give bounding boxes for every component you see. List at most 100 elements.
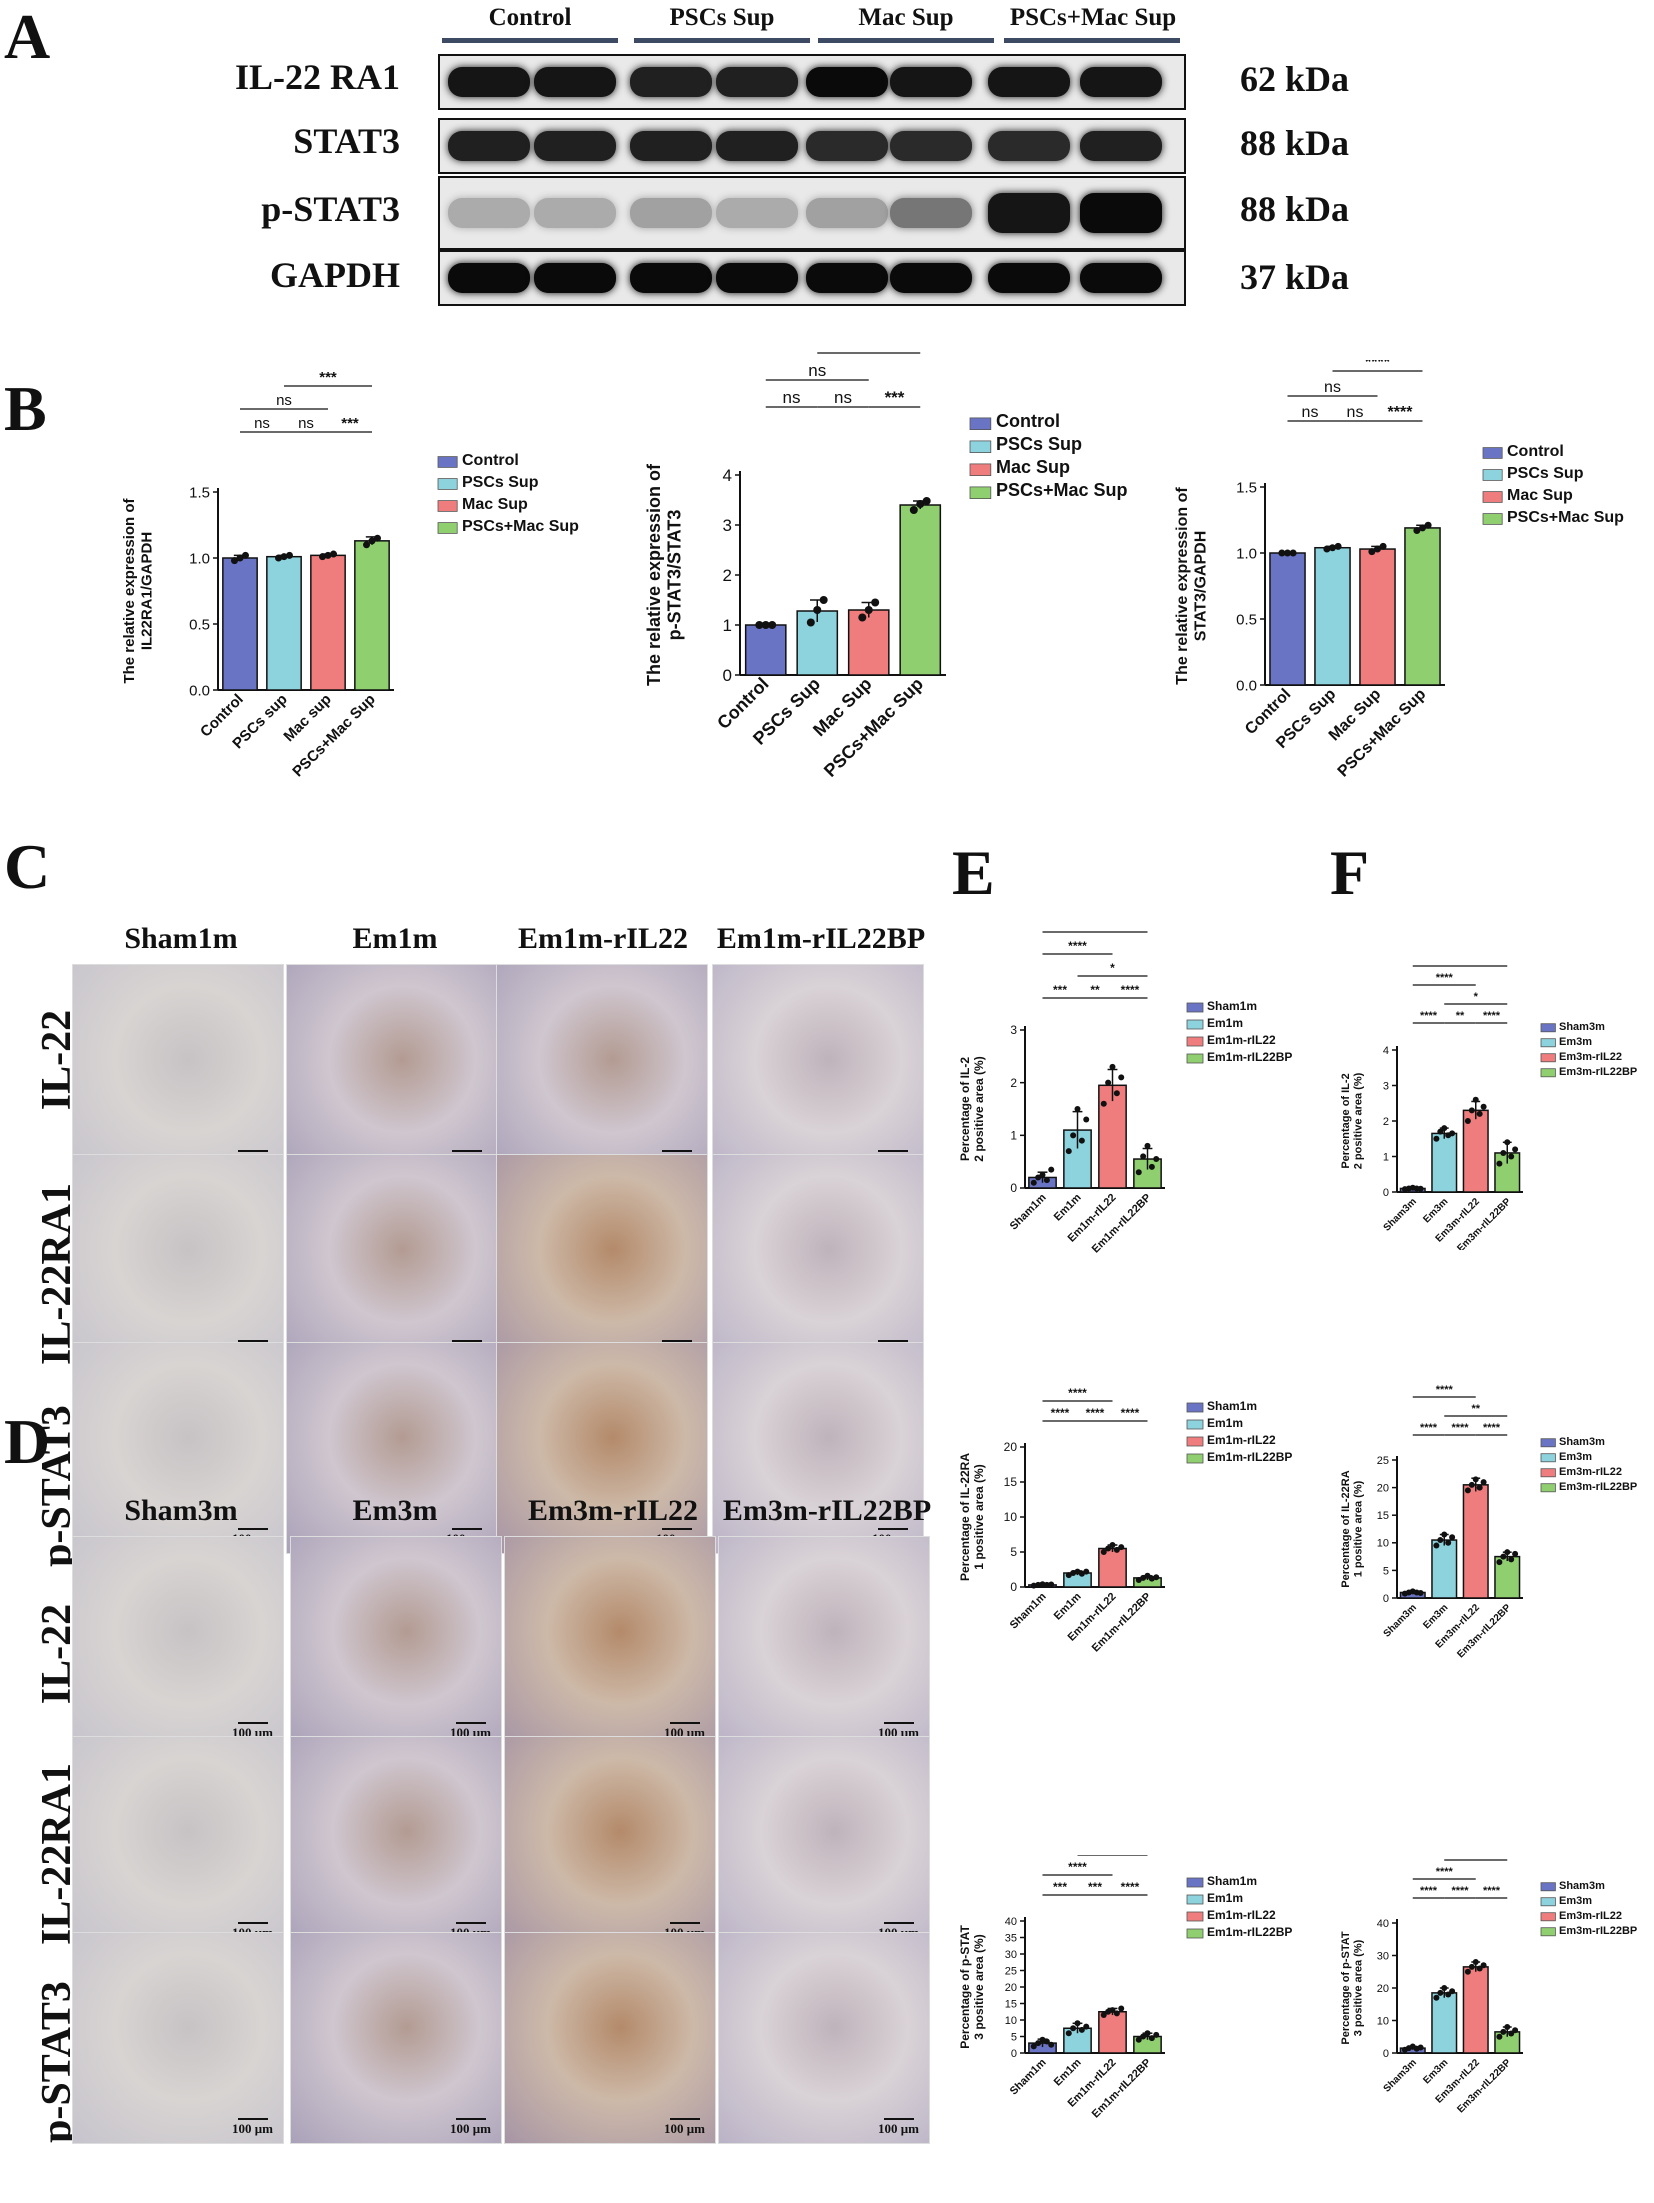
data-point xyxy=(1144,1142,1151,1149)
data-point xyxy=(1140,1153,1147,1160)
data-point xyxy=(1433,1135,1440,1142)
data-point xyxy=(1441,1531,1448,1538)
significance-label: **** xyxy=(1451,1422,1469,1434)
blot-band xyxy=(716,263,798,293)
y-tick-label: 3 xyxy=(1383,1080,1389,1092)
significance-label: **** xyxy=(1451,960,1469,965)
legend-label: Mac Sup xyxy=(462,496,528,513)
data-point xyxy=(1323,545,1331,553)
significance-label: **** xyxy=(1388,404,1414,421)
data-point xyxy=(1113,2010,1120,2017)
legend-label: Em1m xyxy=(1207,1891,1243,1905)
data-point xyxy=(1043,2038,1050,2045)
x-tick-label: Em3m xyxy=(1421,1602,1450,1631)
data-point xyxy=(858,613,867,622)
legend-label: Em3m-rIL22 xyxy=(1559,1910,1622,1922)
wb-row-label: GAPDH xyxy=(270,255,400,295)
y-tick-label: 20 xyxy=(1005,1982,1017,1994)
data-point xyxy=(1140,2033,1147,2040)
x-tick-label: Em3m-rIL22BP xyxy=(1455,2057,1513,2115)
ihc-image-tile: 100 μm xyxy=(718,1536,930,1748)
legend-swatch xyxy=(437,522,458,534)
legend-swatch xyxy=(969,463,992,477)
data-point xyxy=(1074,2020,1081,2027)
bar xyxy=(1269,552,1306,686)
y-axis-label-line: The relative expression of xyxy=(644,463,664,686)
data-point xyxy=(329,550,337,558)
data-point xyxy=(1417,1185,1424,1192)
data-point xyxy=(1449,1988,1456,1995)
y-tick-label: 1 xyxy=(1383,1151,1389,1163)
legend-swatch xyxy=(1186,1053,1204,1064)
blot-band xyxy=(716,131,798,161)
y-axis-label-line: 3 positive area (%) xyxy=(1353,1939,1365,2036)
scale-bar: 100 μm xyxy=(450,2118,491,2137)
data-point xyxy=(1449,1130,1456,1137)
wb-row-label: p-STAT3 xyxy=(261,189,400,229)
wb-group-mac: Mac Sup xyxy=(858,4,954,31)
y-tick-label: 20 xyxy=(1377,1482,1389,1494)
significance-label: ns xyxy=(1347,404,1364,421)
data-point xyxy=(319,553,327,561)
y-tick-label: 0 xyxy=(1383,2048,1389,2060)
y-axis-label-line: IL22RA1/GAPDH xyxy=(138,532,155,650)
data-point xyxy=(1379,542,1387,550)
chart-e-il22: 0 1 2 3 Percentage of IL-22 positive area (%… xyxy=(958,930,1292,1255)
data-point xyxy=(1480,1103,1487,1110)
y-axis-label-line: 3 positive area (%) xyxy=(972,1934,986,2039)
data-point xyxy=(1083,1568,1090,1575)
legend-label: Em1m-rIL22 xyxy=(1207,1908,1276,1922)
data-point xyxy=(1039,1171,1046,1178)
data-point xyxy=(1500,2028,1507,2035)
y-tick-label: 20 xyxy=(1004,1440,1018,1454)
bar xyxy=(1462,1966,1489,2054)
data-point xyxy=(1105,1545,1112,1552)
data-point xyxy=(1496,1160,1503,1167)
data-point xyxy=(1048,1166,1055,1173)
significance-label: **** xyxy=(1483,1422,1501,1434)
data-point xyxy=(1035,1174,1042,1181)
legend-label: Sham1m xyxy=(1207,999,1257,1013)
data-point xyxy=(1100,2012,1107,2019)
data-point xyxy=(1419,524,1426,532)
data-point xyxy=(806,618,815,627)
data-point xyxy=(1083,1116,1090,1123)
blot-band xyxy=(988,193,1070,233)
data-point xyxy=(1100,1549,1107,1555)
legend-swatch xyxy=(437,500,458,512)
legend-label: PSCs Sup xyxy=(996,434,1082,454)
data-point xyxy=(1144,2030,1151,2037)
legend-swatch xyxy=(1540,1053,1556,1063)
wb-group-line xyxy=(818,38,994,43)
bar xyxy=(266,555,302,691)
data-point xyxy=(1070,1132,1077,1139)
data-point xyxy=(1043,1177,1050,1184)
data-point xyxy=(1135,2036,1142,2043)
significance-label: *** xyxy=(1088,1880,1102,1894)
blot-band xyxy=(534,67,616,97)
blot-strip xyxy=(438,54,1186,110)
y-axis-label: Percentage of IL-22RA1 positive area (%) xyxy=(1340,1470,1365,1587)
y-axis-label: Percentage of IL-22 positive area (%) xyxy=(958,1056,986,1161)
x-tick-label: Em1m xyxy=(1052,2056,1084,2088)
legend-label: Em3m-rIL22BP xyxy=(1559,1481,1637,1493)
data-point xyxy=(1464,1487,1471,1494)
chart-il22ra1-gapdh: 0.0 0.5 1.0 1.5 The relative expression ofIL… xyxy=(121,369,579,780)
data-point xyxy=(1113,1546,1120,1553)
bar xyxy=(1431,1132,1458,1193)
y-tick-label: 0 xyxy=(1011,2048,1017,2060)
y-tick-label: 15 xyxy=(1377,1510,1389,1522)
legend-swatch xyxy=(1482,447,1503,459)
x-tick-label: Em3m xyxy=(1421,1196,1450,1225)
y-axis-label: Percentage of IL-22 positive area (%) xyxy=(1340,1072,1365,1169)
legend-label: Em3m-rIL22BP xyxy=(1559,1066,1637,1078)
data-point xyxy=(1472,1959,1479,1965)
ihc-image-tile: 100 μm xyxy=(286,964,498,1176)
y-axis-label-line: 2 positive area (%) xyxy=(972,1056,986,1161)
blot-band xyxy=(1080,193,1162,233)
y-tick-label: 0 xyxy=(1383,1187,1389,1199)
data-point xyxy=(1284,549,1291,557)
data-point xyxy=(1144,1572,1151,1579)
blot-band xyxy=(806,263,888,293)
data-point xyxy=(1476,1110,1483,1117)
